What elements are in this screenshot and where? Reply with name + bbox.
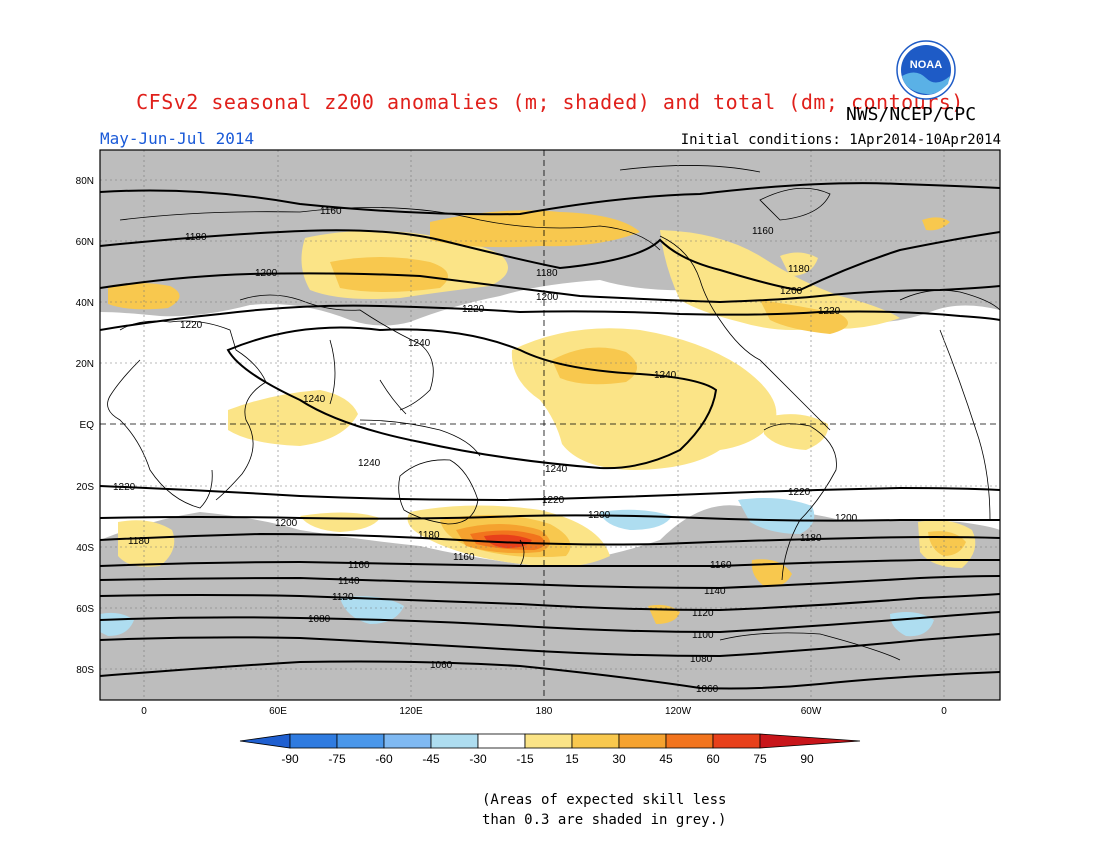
forecast-period: May-Jun-Jul 2014	[100, 129, 255, 148]
svg-text:1060: 1060	[430, 660, 453, 671]
equator-and-dateline	[100, 150, 1000, 700]
colorbar-swatch	[665, 733, 714, 749]
colorbar-swatch	[524, 733, 573, 749]
lon-label: 0	[141, 706, 147, 717]
svg-text:1240: 1240	[408, 338, 431, 349]
svg-text:1120: 1120	[332, 592, 354, 603]
svg-text:1200: 1200	[536, 292, 559, 303]
lat-label: 80S	[76, 665, 94, 676]
colorbar-arrow-right	[759, 733, 861, 749]
svg-text:1160: 1160	[320, 206, 342, 217]
logo-text: NOAA	[910, 59, 942, 71]
map-frame	[99, 149, 1001, 701]
svg-text:1240: 1240	[358, 458, 381, 469]
svg-text:1220: 1220	[113, 482, 136, 493]
lat-label: 80N	[76, 176, 94, 187]
svg-text:1180: 1180	[788, 264, 810, 275]
colorbar-arrow-left	[239, 733, 291, 749]
agency-label: NWS/NCEP/CPC	[846, 104, 977, 125]
colorbar-swatch	[289, 733, 338, 749]
colorbar-swatch	[571, 733, 620, 749]
svg-text:1200: 1200	[588, 510, 611, 521]
svg-text:1240: 1240	[654, 370, 677, 381]
footnote-line-2: than 0.3 are shaded in grey.)	[482, 812, 727, 828]
svg-text:1080: 1080	[308, 614, 331, 625]
colorbar-label: -30	[469, 752, 487, 766]
svg-text:1200: 1200	[255, 268, 278, 279]
lat-label: 60N	[76, 237, 94, 248]
svg-text:1100: 1100	[692, 630, 714, 641]
lat-label: 60S	[76, 604, 94, 615]
svg-text:1180: 1180	[418, 530, 440, 541]
map-plot-area: 1160 1180 1200 1220 1240 1240 1240 1240 …	[100, 150, 1000, 700]
svg-text:1200: 1200	[835, 513, 858, 524]
colorbar-swatch	[618, 733, 667, 749]
height-contours	[100, 182, 1000, 690]
lon-label: 120W	[665, 706, 692, 717]
colorbar-label: -75	[328, 752, 346, 766]
colorbar-label: 45	[659, 752, 673, 766]
colorbar-swatch	[712, 733, 761, 749]
lon-label: 60W	[801, 706, 822, 717]
colorbar	[239, 733, 861, 749]
longitude-labels: 0 60E 120E 180 120W 60W 0	[141, 706, 947, 717]
lon-label: 60E	[269, 706, 287, 717]
lat-label: 20S	[76, 482, 94, 493]
latitude-labels: 80N 60N 40N 20N EQ 20S 40S 60S 80S	[76, 176, 95, 676]
svg-text:1140: 1140	[338, 576, 360, 587]
svg-text:1220: 1220	[818, 306, 841, 317]
colorbar-label: 75	[753, 752, 767, 766]
map-title: CFSv2 seasonal z200 anomalies (m; shaded…	[136, 90, 964, 114]
footnote-line-1: (Areas of expected skill less	[482, 792, 727, 808]
colorbar-label: 30	[612, 752, 626, 766]
colorbar-label: -60	[375, 752, 393, 766]
colorbar-label: 60	[706, 752, 720, 766]
initial-conditions: Initial conditions: 1Apr2014-10Apr2014	[680, 132, 1001, 148]
svg-text:1220: 1220	[788, 487, 811, 498]
lat-label: 20N	[76, 359, 94, 370]
colorbar-swatch	[477, 733, 526, 749]
svg-text:1180: 1180	[536, 268, 558, 279]
contour-labels: 1160 1180 1200 1220 1240 1240 1240 1240 …	[113, 206, 858, 695]
colorbar-label: -90	[281, 752, 299, 766]
colorbar-swatch	[383, 733, 432, 749]
svg-text:1160: 1160	[453, 552, 475, 563]
svg-text:1140: 1140	[704, 586, 726, 597]
svg-text:1220: 1220	[542, 495, 565, 506]
lon-label: 180	[536, 706, 553, 717]
svg-text:1160: 1160	[348, 560, 370, 571]
svg-text:1240: 1240	[545, 464, 568, 475]
svg-text:1240: 1240	[303, 394, 326, 405]
lon-label: 0	[941, 706, 947, 717]
coastlines	[107, 165, 1000, 661]
svg-text:1060: 1060	[696, 684, 719, 695]
svg-text:1120: 1120	[692, 608, 714, 619]
svg-text:1180: 1180	[128, 536, 150, 547]
svg-text:1160: 1160	[710, 560, 732, 571]
noaa-logo: NOAA	[896, 40, 956, 100]
colorbar-swatch	[336, 733, 385, 749]
lat-label: 40N	[76, 298, 94, 309]
svg-text:1220: 1220	[462, 304, 485, 315]
svg-text:1200: 1200	[275, 518, 298, 529]
svg-text:1080: 1080	[690, 654, 713, 665]
colorbar-label: 90	[800, 752, 814, 766]
colorbar-swatch	[430, 733, 479, 749]
lat-label: 40S	[76, 543, 94, 554]
colorbar-label: -15	[516, 752, 534, 766]
colorbar-label: 15	[565, 752, 579, 766]
colorbar-label: -45	[422, 752, 440, 766]
svg-text:1160: 1160	[752, 226, 774, 237]
svg-text:1180: 1180	[800, 533, 822, 544]
positive-anomalies	[108, 210, 976, 624]
lon-label: 120E	[399, 706, 423, 717]
svg-text:1180: 1180	[185, 232, 207, 243]
svg-text:1200: 1200	[780, 286, 803, 297]
colorbar-labels: -90 -75 -60 -45 -30 -15 15 30 45 60 75 90	[281, 752, 814, 766]
svg-text:1220: 1220	[180, 320, 203, 331]
lat-label: EQ	[80, 420, 95, 431]
